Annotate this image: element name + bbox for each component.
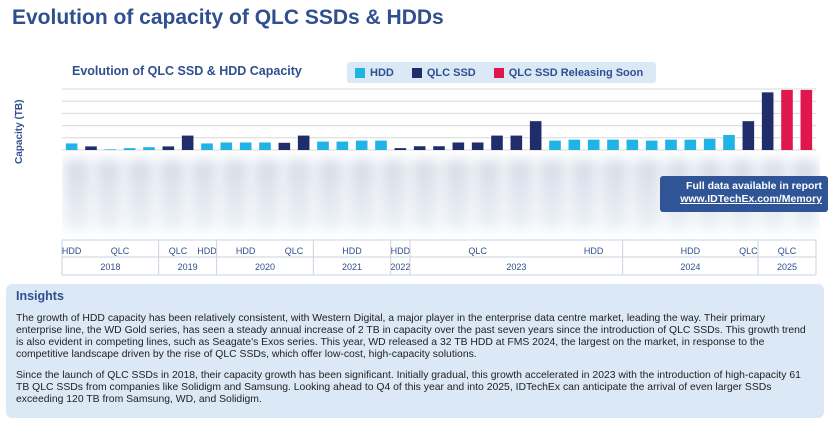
year-label: 2020 [255,262,275,272]
bar-qlc-ssd [761,92,774,150]
legend-swatch-qlc-soon [493,67,504,78]
bar-hdd [703,138,716,150]
blurred-column [412,160,439,230]
bar-qlc-ssd [85,146,97,150]
year-label: 2018 [100,262,120,272]
insights-panel: Insights The growth of HDD capacity has … [6,284,824,418]
bar-hdd [123,148,136,150]
type-label: QLC [111,246,130,256]
capacity-chart: HDD QLC QLC HDD HDD QLC HDD HDD QLC HDD HDD QLC QLC 2… [61,88,817,276]
bar-qlc-ssd [413,146,426,150]
bar-qlc-soon [800,89,813,150]
type-label: HDD [681,246,701,256]
year-label: 2022 [390,262,410,272]
bar-hdd [220,142,233,150]
bar-qlc-ssd [471,142,484,150]
blurred-column [64,160,90,230]
bar-hdd [143,147,155,150]
bar-hdd [336,141,349,150]
bar-qlc-ssd [181,135,194,150]
callout-text: Full data available in report [686,180,822,192]
blurred-column [570,160,597,230]
bar-qlc-ssd [433,146,445,150]
bar-qlc-ssd [162,146,175,150]
chart-legend: HDD QLC SSD QLC SSD Releasing Soon [347,62,656,83]
bar-qlc-ssd [529,121,542,150]
report-link[interactable]: www.IDTechEx.com/Memory [680,193,822,205]
blurred-column [190,160,217,230]
blurred-column [222,160,249,230]
bar-hdd [104,149,117,150]
bar-hdd [549,140,561,150]
year-label: 2023 [506,262,526,272]
blurred-column [254,160,280,230]
bar-hdd [723,134,735,150]
blurred-column [444,160,470,230]
blurred-column [539,160,565,230]
blurred-column [380,160,407,230]
blurred-column [349,160,375,230]
year-label: 2024 [680,262,700,272]
year-label: 2025 [777,262,797,272]
bar-hdd [587,139,600,150]
type-label: HDD [236,246,256,256]
bar-hdd [355,140,368,150]
legend-item-qlc-soon: QLC SSD Releasing Soon [493,66,644,79]
blurred-column [127,160,154,230]
bar-hdd [317,141,329,150]
blurred-column [507,160,534,230]
legend-swatch-hdd [355,67,365,78]
bar-hdd [65,143,78,150]
legend-swatch-qlc-ssd [411,67,422,78]
page-title: Evolution of capacity of QLC SSDs & HDDs [12,6,444,29]
bar-hdd [645,140,658,150]
type-label: HDD [584,246,604,256]
type-label: QLC [468,246,487,256]
bar-qlc-ssd [452,142,465,150]
insights-paragraph-qlc: Since the launch of QLC SSDs in 2018, th… [16,370,801,405]
type-label: QLC [169,246,188,256]
insights-paragraph-hdd: The growth of HDD capacity has been rela… [16,313,806,360]
legend-label-qlc-soon: QLC SSD Releasing Soon [508,66,644,79]
legend-item-hdd: HDD [355,67,394,79]
bar-qlc-soon [781,89,793,150]
blurred-column [634,160,660,230]
bar-hdd [375,140,387,150]
chart-title: Evolution of QLC SSD & HDD Capacity [72,64,302,78]
bar-hdd [684,139,697,150]
bar-qlc-ssd [742,121,755,150]
blurred-column [475,160,502,230]
bar-hdd [259,142,271,150]
bar-hdd [626,139,639,150]
legend-item-qlc-ssd: QLC SSD [411,66,476,79]
bar-hdd [607,139,619,150]
type-label: QLC [739,246,758,256]
bar-hdd [201,143,213,150]
blurred-column [285,160,312,230]
type-label: QLC [778,246,797,256]
type-label: HDD [197,246,217,256]
legend-label-qlc-ssd: QLC SSD [426,66,476,79]
type-label: QLC [285,246,304,256]
type-label: HDD [62,246,82,256]
blurred-column [317,160,344,230]
blurred-column [95,160,122,230]
blurred-column [159,160,185,230]
bar-qlc-ssd [491,135,503,150]
year-label: 2021 [342,262,362,272]
bar-qlc-ssd [510,135,523,150]
year-label: 2019 [178,262,198,272]
legend-label-hdd: HDD [370,66,394,79]
bar-hdd [239,142,252,150]
bar-hdd [568,139,581,150]
full-data-callout[interactable]: Full data available in report www.IDTech… [660,176,828,212]
blurred-column [602,160,629,230]
bar-hdd [665,139,677,150]
insights-title: Insights [16,289,64,303]
bar-qlc-ssd [297,135,310,150]
bar-qlc-ssd [278,142,291,150]
type-label: HDD [391,246,411,256]
bar-qlc-ssd [394,148,407,150]
type-label: HDD [342,246,362,256]
